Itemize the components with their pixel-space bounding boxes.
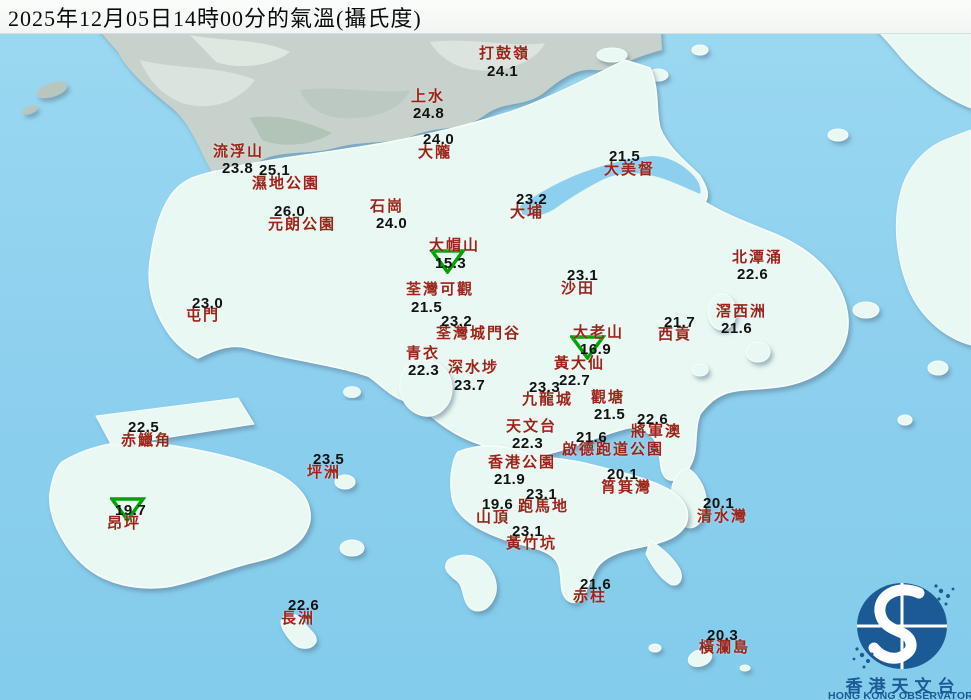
title-bar: 2025年12月05日14時00分的氣溫(攝氏度): [0, 0, 971, 34]
station-name-label: 荃灣可觀: [406, 282, 475, 298]
station-name-label: 元朗公園: [268, 217, 337, 233]
station-temperature-value: 22.6: [637, 411, 669, 428]
station-temperature-value: 22.5: [128, 419, 160, 436]
station-name-label: 筲箕灣: [601, 480, 653, 496]
outlying-islands: [280, 293, 771, 672]
station-name-label: 九龍城: [522, 392, 574, 408]
station-name-label: 香港公園: [488, 455, 557, 471]
station-name-label: 觀塘: [591, 390, 626, 406]
station-temperature-value: 26.0: [274, 203, 306, 220]
station-temperature-value: 21.5: [411, 299, 443, 316]
station-temperature-value: 21.6: [580, 576, 612, 593]
station-temperature-value: 25.1: [259, 162, 291, 179]
station-name-label: 橫瀾島: [699, 640, 751, 656]
station-temperature-value: 15.3: [435, 255, 467, 272]
station-name-label: 西貢: [658, 327, 693, 343]
station-name-label: 滘西洲: [716, 304, 768, 320]
station-temperature-value: 19.6: [482, 496, 514, 513]
station-temperature-value: 21.5: [594, 406, 626, 423]
tolo-harbour: [520, 156, 701, 216]
station-temperature-value: 23.1: [512, 523, 544, 540]
green-triangle-marker-icon: [430, 249, 466, 274]
station-temperature-value: 21.5: [609, 148, 641, 165]
station-temperature-value: 22.6: [737, 266, 769, 283]
station-temperature-value: 23.7: [454, 377, 486, 394]
station-temperature-value: 23.0: [192, 295, 224, 312]
station-name-label: 天文台: [506, 419, 558, 435]
station-name-label: 將軍澳: [631, 424, 683, 440]
station-name-label: 赤柱: [573, 589, 608, 605]
station-temperature-value: 24.1: [487, 63, 519, 80]
station-temperature-value: 22.3: [512, 435, 544, 452]
station-temperature-value: 21.9: [494, 471, 526, 488]
station-name-label: 石崗: [370, 199, 405, 215]
green-triangle-marker-icon: [570, 335, 606, 360]
east-edge-land: [852, 129, 971, 426]
station-temperature-value: 23.5: [313, 451, 345, 468]
green-triangle-marker-icon: [110, 497, 146, 522]
station-temperature-value: 23.2: [441, 313, 473, 330]
station-temperature-value: 23.1: [526, 486, 558, 503]
station-name-label: 上水: [411, 89, 446, 105]
station-name-label: 打鼓嶺: [479, 46, 531, 62]
station-name-label: 啟德跑道公園: [562, 442, 665, 458]
ma-wan-island: [343, 386, 361, 398]
station-temperature-value: 22.3: [408, 362, 440, 379]
station-name-label: 深水埗: [448, 360, 500, 376]
station-temperature-value: 24.8: [413, 105, 445, 122]
station-name-label: 山頂: [476, 510, 511, 526]
station-name-label: 青衣: [406, 346, 441, 362]
station-name-label: 黃竹坑: [506, 536, 558, 552]
station-name-label: 濕地公園: [252, 176, 321, 192]
tsing-yi-island: [399, 359, 453, 417]
logo-halftone-dots: [852, 584, 955, 669]
station-temperature-value: 22.6: [288, 597, 320, 614]
station-name-label: 大老山: [573, 325, 625, 341]
station-temperature-value: 20.3: [707, 627, 739, 644]
deep-bay-islands: [22, 81, 68, 115]
station-temperature-value: 22.7: [559, 372, 591, 389]
station-temperature-value: 23.3: [529, 379, 561, 396]
map-title: 2025年12月05日14時00分的氣溫(攝氏度): [8, 5, 422, 31]
station-temperature-value: 19.7: [115, 502, 147, 519]
station-name-label: 跑馬地: [518, 499, 570, 515]
station-name-label: 大隴: [418, 145, 453, 161]
station-name-label: 黃大仙: [554, 356, 606, 372]
station-temperature-value: 24.0: [423, 131, 455, 148]
station-name-label: 荃灣城門谷: [436, 326, 522, 342]
hong-kong-island: [450, 445, 689, 604]
station-temperature-value: 21.6: [721, 320, 753, 337]
hko-logo-icon: [852, 583, 955, 669]
station-temperature-value: 24.0: [376, 215, 408, 232]
station-temperature-value: 21.6: [576, 429, 608, 446]
hko-logo-name-cn: 香港天文台: [845, 677, 961, 696]
station-name-label: 昂坪: [107, 516, 142, 532]
station-name-label: 沙田: [561, 281, 596, 297]
station-name-label: 赤鱲角: [121, 433, 173, 449]
station-temperature-value: 23.1: [567, 267, 599, 284]
station-name-label: 北潭涌: [732, 250, 784, 266]
station-temperature-value: 20.1: [703, 495, 735, 512]
station-temperature-value: 16.9: [580, 341, 612, 358]
shenzhen-texture: [140, 35, 545, 145]
station-name-label: 屯門: [186, 308, 221, 324]
station-name-label: 清水灣: [697, 509, 749, 525]
station-name-label: 長洲: [281, 611, 316, 627]
station-name-label: 大埔: [510, 205, 545, 221]
lantau-island: [49, 397, 311, 589]
station-temperature-value: 21.7: [664, 314, 696, 331]
hko-logo-name-en: HONG KONG OBSERVATORY: [828, 690, 971, 700]
station-name-label: 坪洲: [307, 465, 342, 481]
station-temperature-value: 23.2: [516, 191, 548, 208]
station-temperature-value: 20.1: [607, 466, 639, 483]
station-name-label: 大美督: [604, 162, 656, 178]
station-name-label: 大帽山: [429, 238, 481, 254]
station-temperature-value: 23.8: [222, 160, 254, 177]
station-name-label: 流浮山: [213, 144, 265, 160]
